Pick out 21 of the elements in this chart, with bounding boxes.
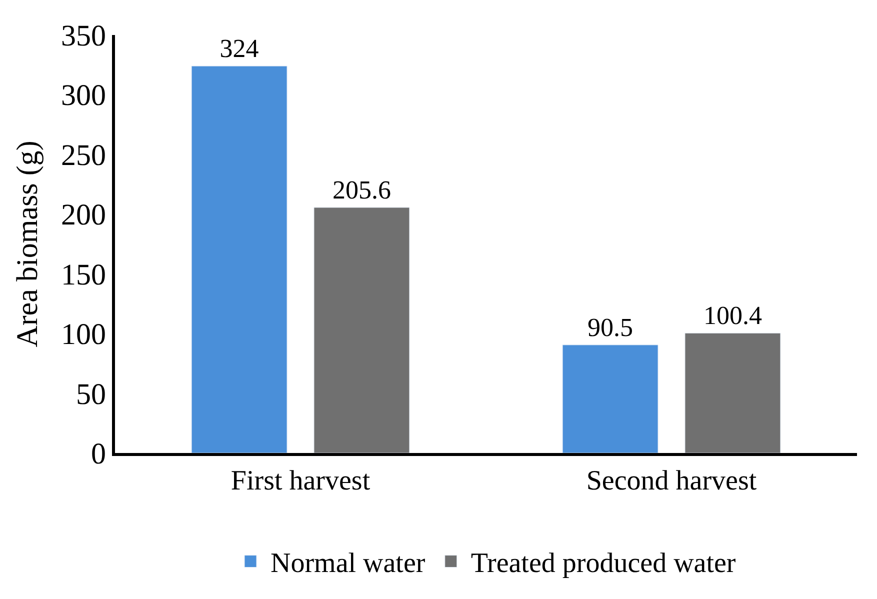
data-label: 205.6 <box>332 175 391 204</box>
y-tick-label: 200 <box>61 198 106 232</box>
y-tick-label: 100 <box>61 318 106 352</box>
bar <box>314 207 410 453</box>
bar <box>562 344 658 453</box>
y-axis-title: Area biomass (g) <box>11 140 44 348</box>
y-tick-label: 350 <box>61 20 106 52</box>
y-tick-label: 300 <box>61 79 106 112</box>
y-tick-label: 0 <box>91 438 106 470</box>
legend-label: Normal water <box>270 548 426 580</box>
data-label: 90.5 <box>588 312 634 342</box>
x-tick-label: Second harvest <box>586 466 757 497</box>
bar <box>684 332 781 453</box>
y-tick-label: 50 <box>76 378 106 411</box>
y-tick-label: 250 <box>61 138 106 172</box>
data-label: 100.4 <box>703 301 762 330</box>
bar <box>191 66 288 453</box>
data-label: 324 <box>220 34 259 64</box>
y-tick-label: 150 <box>61 258 106 292</box>
legend-label: Treated produced water <box>470 548 736 580</box>
x-tick-label: First harvest <box>230 466 370 497</box>
